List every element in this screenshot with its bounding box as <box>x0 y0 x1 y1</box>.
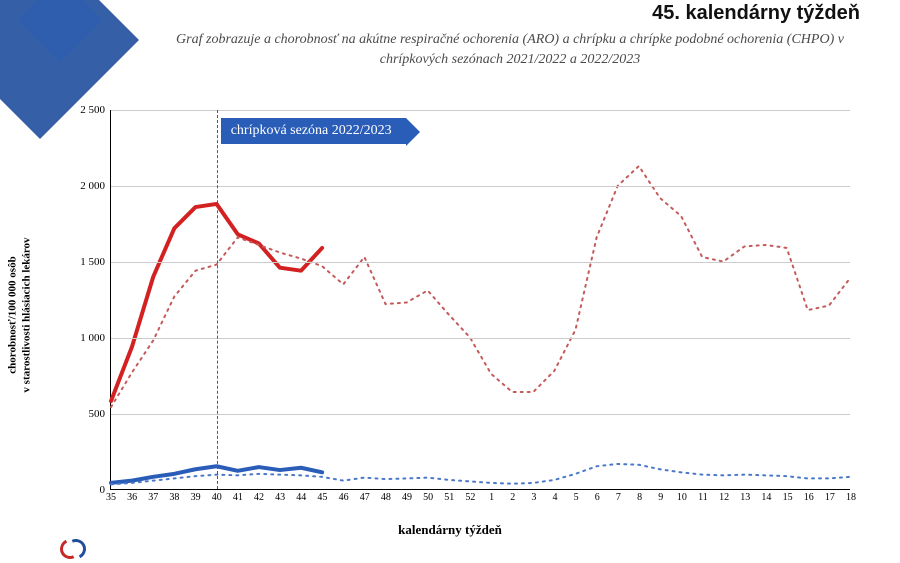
x-tick-label: 1 <box>489 489 494 503</box>
plot-area: 05001 0001 5002 0002 5003536373839404142… <box>110 110 850 490</box>
x-tick-label: 38 <box>169 489 179 503</box>
y-tick-label: 2 500 <box>80 104 111 116</box>
x-tick-label: 46 <box>339 489 349 503</box>
x-tick-label: 44 <box>296 489 306 503</box>
footer-logo <box>60 539 90 559</box>
y-tick-label: 500 <box>89 408 112 420</box>
gridline <box>111 262 850 263</box>
gridline <box>111 414 850 415</box>
x-tick-label: 5 <box>574 489 579 503</box>
x-tick-label: 41 <box>233 489 243 503</box>
y-axis-label: chorobnosť/100 000 osôb v starostlivosti… <box>6 237 35 392</box>
x-tick-label: 39 <box>191 489 201 503</box>
x-tick-label: 13 <box>740 489 750 503</box>
x-tick-label: 51 <box>444 489 454 503</box>
x-tick-label: 36 <box>127 489 137 503</box>
x-tick-label: 42 <box>254 489 264 503</box>
x-tick-label: 40 <box>212 489 222 503</box>
x-tick-label: 14 <box>761 489 771 503</box>
gridline <box>111 338 850 339</box>
y-tick-label: 1 500 <box>80 256 111 268</box>
chart-container: chorobnosť/100 000 osôb v starostlivosti… <box>30 100 870 530</box>
x-tick-label: 10 <box>677 489 687 503</box>
x-tick-label: 15 <box>783 489 793 503</box>
gridline <box>111 110 850 111</box>
x-tick-label: 52 <box>465 489 475 503</box>
x-tick-label: 43 <box>275 489 285 503</box>
x-tick-label: 3 <box>531 489 536 503</box>
x-axis-label: kalendárny týždeň <box>398 522 502 538</box>
chart-svg <box>111 110 850 489</box>
x-tick-label: 12 <box>719 489 729 503</box>
chart-subtitle: Graf zobrazuje a chorobnosť na akútne re… <box>170 30 850 69</box>
x-tick-label: 35 <box>106 489 116 503</box>
x-tick-label: 2 <box>510 489 515 503</box>
page-title: 45. kalendárny týždeň <box>652 2 860 25</box>
x-tick-label: 8 <box>637 489 642 503</box>
x-tick-label: 49 <box>402 489 412 503</box>
x-tick-label: 4 <box>553 489 558 503</box>
x-tick-label: 47 <box>360 489 370 503</box>
x-tick-label: 11 <box>698 489 708 503</box>
gridline <box>111 186 850 187</box>
x-tick-label: 6 <box>595 489 600 503</box>
x-tick-label: 18 <box>846 489 856 503</box>
x-tick-label: 48 <box>381 489 391 503</box>
season-divider <box>217 110 218 489</box>
x-tick-label: 50 <box>423 489 433 503</box>
x-tick-label: 37 <box>148 489 158 503</box>
y-tick-label: 1 000 <box>80 332 111 344</box>
x-tick-label: 9 <box>658 489 663 503</box>
x-tick-label: 7 <box>616 489 621 503</box>
season-banner: chrípková sezóna 2022/2023 <box>221 118 406 144</box>
series-line <box>111 166 850 407</box>
x-tick-label: 16 <box>804 489 814 503</box>
y-tick-label: 2 000 <box>80 180 111 192</box>
x-tick-label: 17 <box>825 489 835 503</box>
x-tick-label: 45 <box>317 489 327 503</box>
